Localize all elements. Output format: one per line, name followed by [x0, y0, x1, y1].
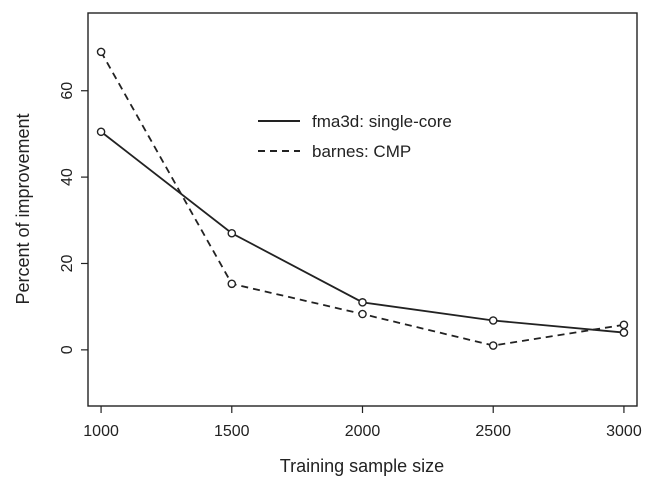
x-tick-label-3000: 3000 [606, 423, 642, 440]
y-axis-label: Percent of improvement [13, 113, 33, 304]
plot-frame [87, 12, 638, 407]
x-tick-label-1500: 1500 [214, 423, 250, 440]
x-tick-label-2500: 2500 [475, 423, 511, 440]
data-point-barnes-2500 [488, 341, 498, 350]
data-point-barnes-1000 [96, 47, 106, 57]
data-point-fma3d-2000 [358, 298, 367, 307]
legend-label-fma3d: fma3d: single-core [312, 112, 452, 131]
y-axis: 0 20 40 60 [59, 82, 88, 354]
x-axis: 1000 1500 2000 2500 3000 [83, 406, 642, 440]
data-point-fma3d-1000 [96, 127, 106, 137]
y-tick-label-0: 0 [59, 345, 76, 354]
data-point-barnes-2000 [358, 309, 367, 319]
y-tick-label-20: 20 [59, 254, 76, 272]
data-point-barnes-1500 [227, 279, 237, 289]
y-tick-label-40: 40 [59, 168, 76, 186]
legend: fma3d: single-core barnes: CMP [258, 112, 452, 161]
y-tick-label-60: 60 [59, 82, 76, 100]
series-layer [96, 47, 629, 350]
data-point-fma3d-2500 [488, 316, 498, 325]
x-tick-label-1000: 1000 [83, 423, 119, 440]
x-axis-label: Training sample size [280, 456, 444, 476]
legend-label-barnes: barnes: CMP [312, 142, 411, 161]
data-point-barnes-3000 [619, 320, 629, 330]
series-barnes [96, 47, 629, 350]
data-point-fma3d-3000 [619, 328, 629, 337]
series-fma3d [96, 127, 629, 337]
data-point-fma3d-1500 [227, 228, 237, 238]
x-tick-label-2000: 2000 [345, 423, 381, 440]
